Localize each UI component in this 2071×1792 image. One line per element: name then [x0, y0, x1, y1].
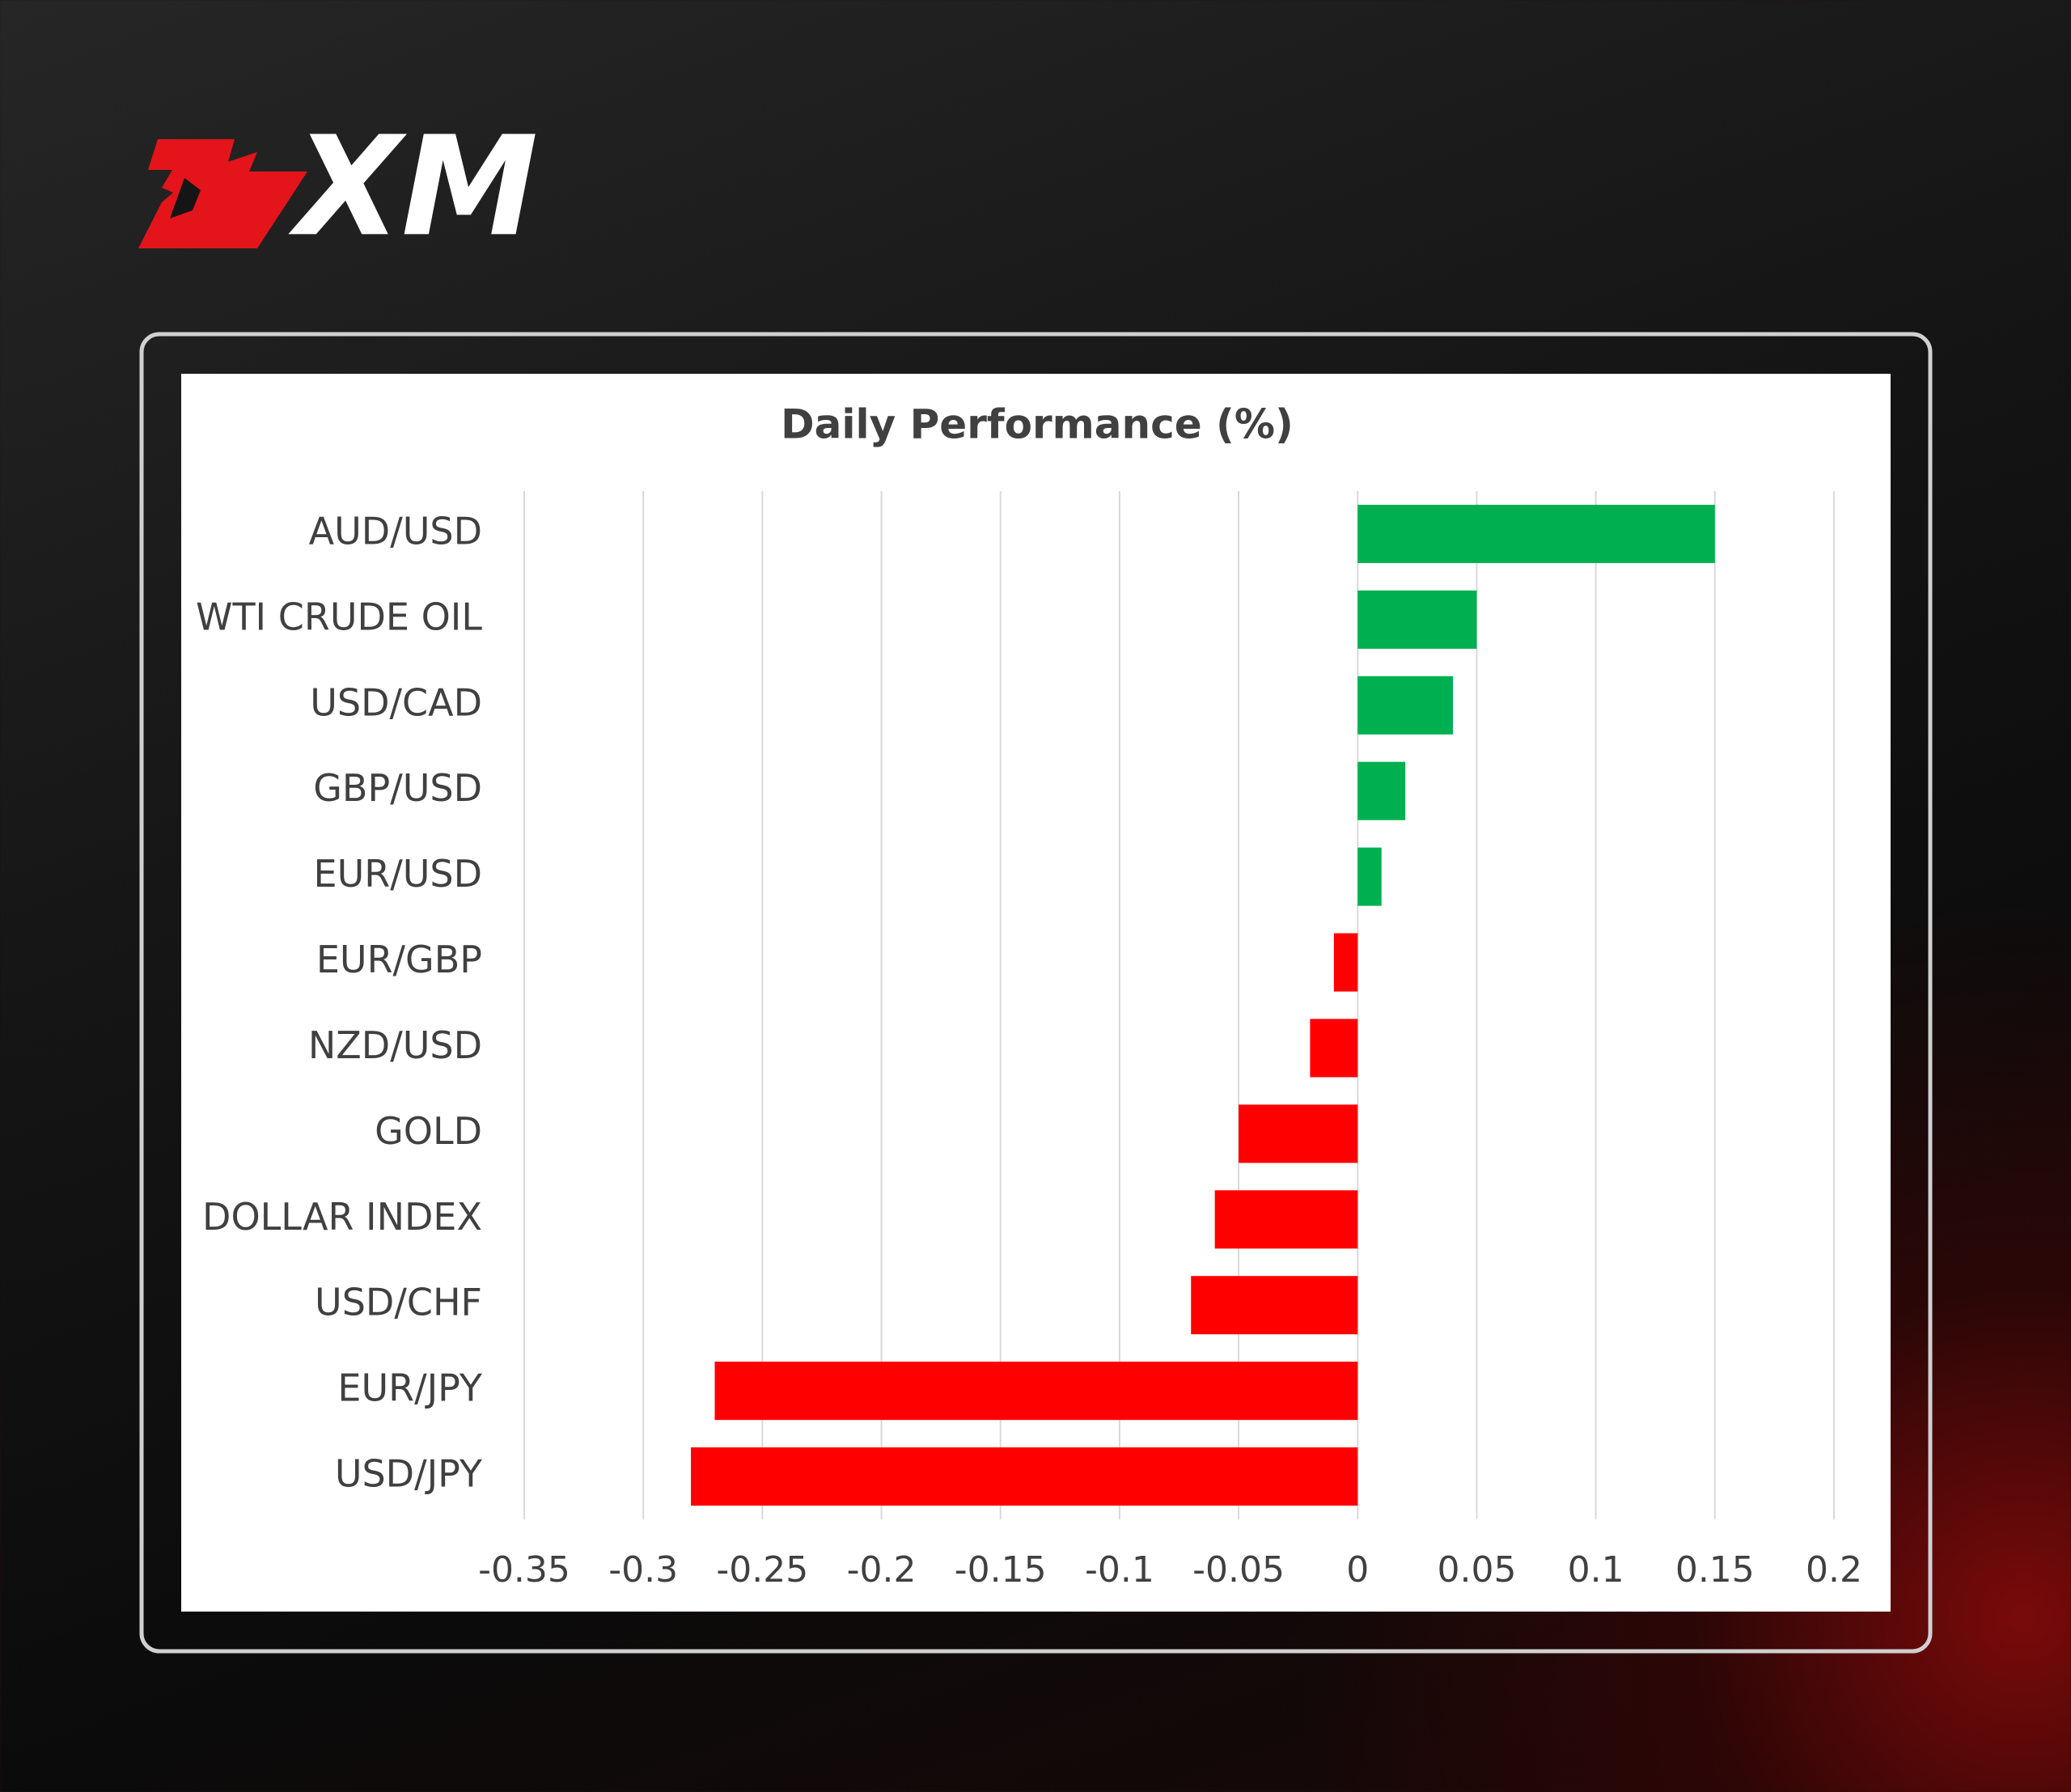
- bar: [1357, 590, 1477, 649]
- bar: [1357, 847, 1382, 906]
- y-tick-label: EUR/JPY: [337, 1366, 482, 1410]
- logo-text: XM: [288, 107, 538, 267]
- y-tick-label: USD/JPY: [335, 1452, 483, 1496]
- y-tick-label: USD/CHF: [315, 1281, 482, 1324]
- chart-title: Daily Performance (%): [781, 401, 1294, 448]
- x-tick-label: 0.1: [1568, 1549, 1624, 1591]
- logo: XM: [138, 107, 538, 267]
- y-tick-label: GBP/USD: [313, 766, 482, 810]
- bar: [1357, 504, 1715, 563]
- x-tick-label: 0.2: [1806, 1549, 1862, 1591]
- plot: -0.35 -0.3 -0.25 -0.2 -0.15 -0.1 -0.05 0 0.05 0.1…: [196, 491, 1862, 1591]
- bar: [1333, 933, 1358, 992]
- y-tick-label: GOLD: [375, 1109, 482, 1153]
- x-tick-label: -0.05: [1192, 1549, 1285, 1591]
- bar: [1357, 676, 1454, 735]
- bar: [1357, 761, 1406, 820]
- x-tick-label: -0.2: [847, 1549, 917, 1591]
- bar: [1310, 1019, 1358, 1078]
- bar: [1191, 1276, 1358, 1335]
- y-tick-label: EUR/GBP: [316, 938, 482, 981]
- x-tick-label: -0.3: [608, 1549, 678, 1591]
- y-tick-label: NZD/USD: [308, 1023, 482, 1067]
- x-tick-label: 0.05: [1437, 1549, 1516, 1591]
- bar: [714, 1362, 1358, 1421]
- x-tick-label: -0.1: [1085, 1549, 1154, 1591]
- x-tick-label: -0.25: [716, 1549, 808, 1591]
- y-tick-label: AUD/USD: [309, 509, 482, 553]
- bar: [1214, 1190, 1358, 1249]
- frame: [139, 332, 1933, 1654]
- bar: [691, 1447, 1358, 1506]
- y-tick-label: WTI CRUDE OIL: [196, 595, 482, 638]
- logo-mark-cut: [170, 178, 201, 218]
- bar: [1239, 1104, 1358, 1163]
- x-tick-label: -0.15: [955, 1549, 1047, 1591]
- x-tick-label: 0: [1346, 1549, 1369, 1591]
- y-tick-label: DOLLAR INDEX: [202, 1195, 482, 1239]
- y-tick-label: EUR/USD: [314, 852, 482, 896]
- x-tick-label: 0.15: [1675, 1549, 1755, 1591]
- logo-mark: [138, 139, 307, 248]
- x-tick-label: -0.35: [478, 1549, 570, 1591]
- y-tick-label: USD/CAD: [310, 680, 482, 724]
